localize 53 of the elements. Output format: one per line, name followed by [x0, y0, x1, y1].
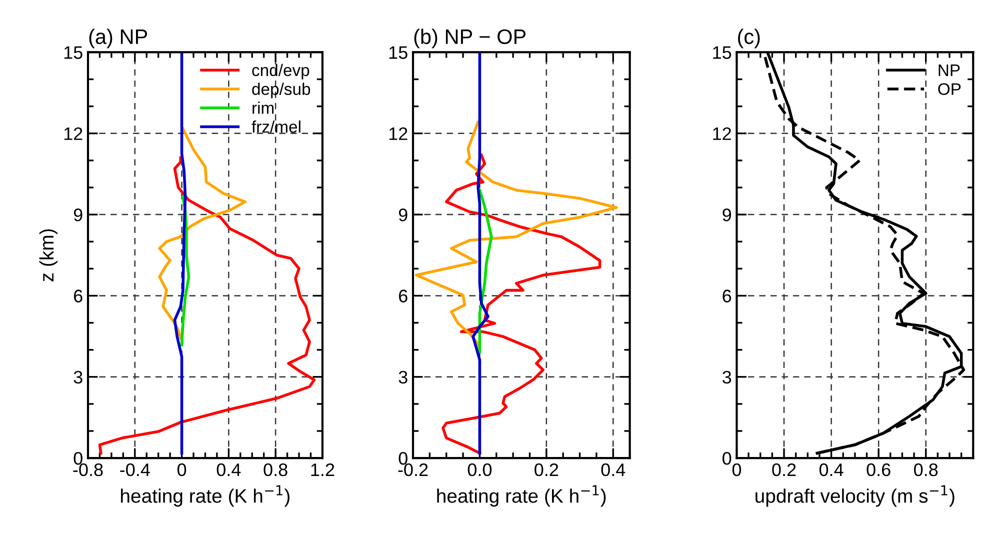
legend-label: NP [938, 64, 960, 76]
y-tick-label: 0 [74, 452, 82, 465]
y-tick-label: 15 [389, 46, 408, 59]
x-tick-label: 0.0 [468, 463, 492, 476]
x-tick-label: 0 [177, 463, 186, 476]
legend-label: dep/sub [252, 82, 310, 98]
chart-title: (c) [738, 28, 760, 48]
line-series [442, 154, 602, 455]
x-tick-label: 1.2 [311, 463, 334, 476]
legend-label: rim [252, 102, 274, 114]
x-tick-label: 0 [732, 463, 742, 476]
x-tick-label: 0.4 [216, 463, 241, 476]
y-tick-label: 9 [74, 208, 82, 222]
y-tick-label: 12 [64, 127, 82, 140]
y-tick-label: 6 [722, 290, 732, 302]
chart-title: (b) NP − OP [414, 28, 526, 48]
x-tick-label: -0.8 [73, 463, 103, 476]
y-tick-label: 3 [722, 370, 732, 384]
x-axis-title: heating rate (K h$^{−1}$) [437, 485, 606, 507]
x-tick-label: 0.6 [866, 463, 890, 476]
y-tick-label: 15 [713, 46, 732, 59]
line-series [173, 52, 187, 455]
legend-label: cnd/evp [252, 64, 310, 80]
y-tick-label: 9 [398, 208, 408, 222]
x-tick-label: 0.4 [601, 463, 626, 476]
legend-label: OP [938, 83, 961, 96]
line-series [414, 120, 618, 352]
y-tick-label: 3 [398, 370, 408, 384]
line-series [158, 127, 246, 340]
x-tick-label: 0.4 [819, 463, 844, 476]
y-tick-label: 0 [398, 452, 408, 465]
chart-title: (a) NP [89, 28, 148, 48]
y-tick-label: 12 [713, 127, 731, 140]
y-axis-title: z (km) [39, 229, 58, 282]
y-tick-label: 15 [64, 46, 82, 59]
x-tick-label: 0.2 [534, 463, 558, 476]
y-tick-label: 0 [722, 452, 732, 465]
x-tick-label: -0.4 [120, 463, 150, 476]
x-tick-label: 0.8 [914, 463, 938, 476]
x-tick-label: 0.8 [264, 463, 288, 476]
y-tick-label: 6 [74, 290, 82, 302]
x-tick-label: -0.2 [398, 463, 428, 476]
y-tick-label: 3 [74, 370, 82, 384]
line-series [472, 52, 490, 455]
y-tick-label: 6 [399, 290, 408, 302]
y-tick-label: 12 [389, 127, 408, 140]
line-series [478, 188, 493, 354]
y-tick-label: 9 [722, 208, 732, 222]
legend-label: frz/mel [252, 120, 300, 133]
x-axis-title: updraft velocity (m s$^{−1}$) [756, 485, 954, 507]
x-tick-label: 0.2 [772, 463, 796, 476]
line-series [98, 156, 316, 455]
x-axis-title: heating rate (K h$^{−1}$) [121, 485, 290, 507]
